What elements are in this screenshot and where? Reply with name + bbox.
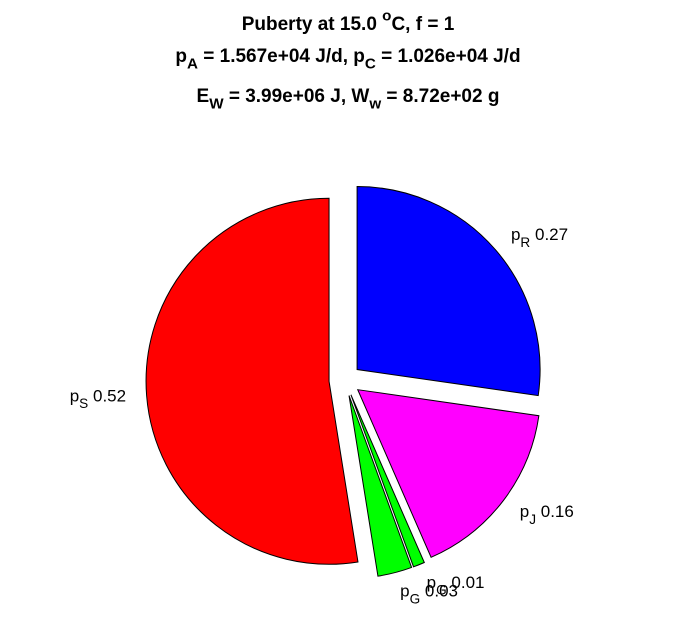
subscript: C: [365, 56, 376, 73]
pie-slice: [145, 197, 359, 565]
text-part: p: [400, 582, 409, 601]
text-part: p: [70, 387, 79, 406]
slice-value: 0.03: [425, 582, 458, 601]
subscript: S: [79, 396, 88, 411]
slice-label: pG​ 0.01: [427, 573, 485, 597]
text-part: p: [427, 573, 436, 592]
text-part: C, f = 1: [391, 14, 454, 35]
text-part: = 1.026e+04 J/d: [376, 46, 521, 67]
subscript: w: [368, 96, 381, 113]
superscript: o: [382, 7, 391, 24]
subscript: R: [520, 235, 530, 250]
chart-title: pA​ = 1.567e+04 J/d, pC​ = 1.026e+04 J/d: [175, 46, 520, 73]
text-part: p: [520, 502, 529, 521]
text-part: p: [511, 226, 520, 245]
slice-label: pS​ 0.52: [70, 387, 126, 411]
subscript: J: [529, 511, 536, 526]
text-part: = 1.567e+04 J/d, p: [198, 46, 365, 67]
pie-slice: [348, 395, 413, 577]
pie-slice: [356, 186, 541, 397]
slice-value: 0.01: [451, 573, 484, 592]
slice-value: 0.27: [535, 226, 568, 245]
text-part: = 8.72e+02 g: [381, 86, 499, 107]
slice-value: 0.52: [93, 387, 126, 406]
subscript: G: [410, 591, 421, 606]
slice-label: pG​ 0.03: [400, 582, 458, 606]
chart-title: EW​ = 3.99e+06 J, Ww​ = 8.72e+02 g: [197, 86, 500, 113]
subscript: A: [187, 56, 198, 73]
text-part: Puberty at 15.0: [242, 14, 382, 35]
pie-slice: [350, 394, 425, 568]
subscript: G: [436, 582, 447, 597]
pie-slice: [356, 389, 540, 558]
slice-value: 0.16: [541, 502, 574, 521]
text-part: = 3.99e+06 J, W: [224, 86, 370, 107]
chart-title: Puberty at 15.0 o​C, f = 1: [242, 7, 455, 35]
text-part: p: [175, 46, 187, 67]
subscript: W: [209, 96, 224, 113]
slice-label: pJ​ 0.16: [520, 502, 574, 526]
slice-label: pR​ 0.27: [511, 226, 568, 250]
text-part: E: [197, 86, 210, 107]
